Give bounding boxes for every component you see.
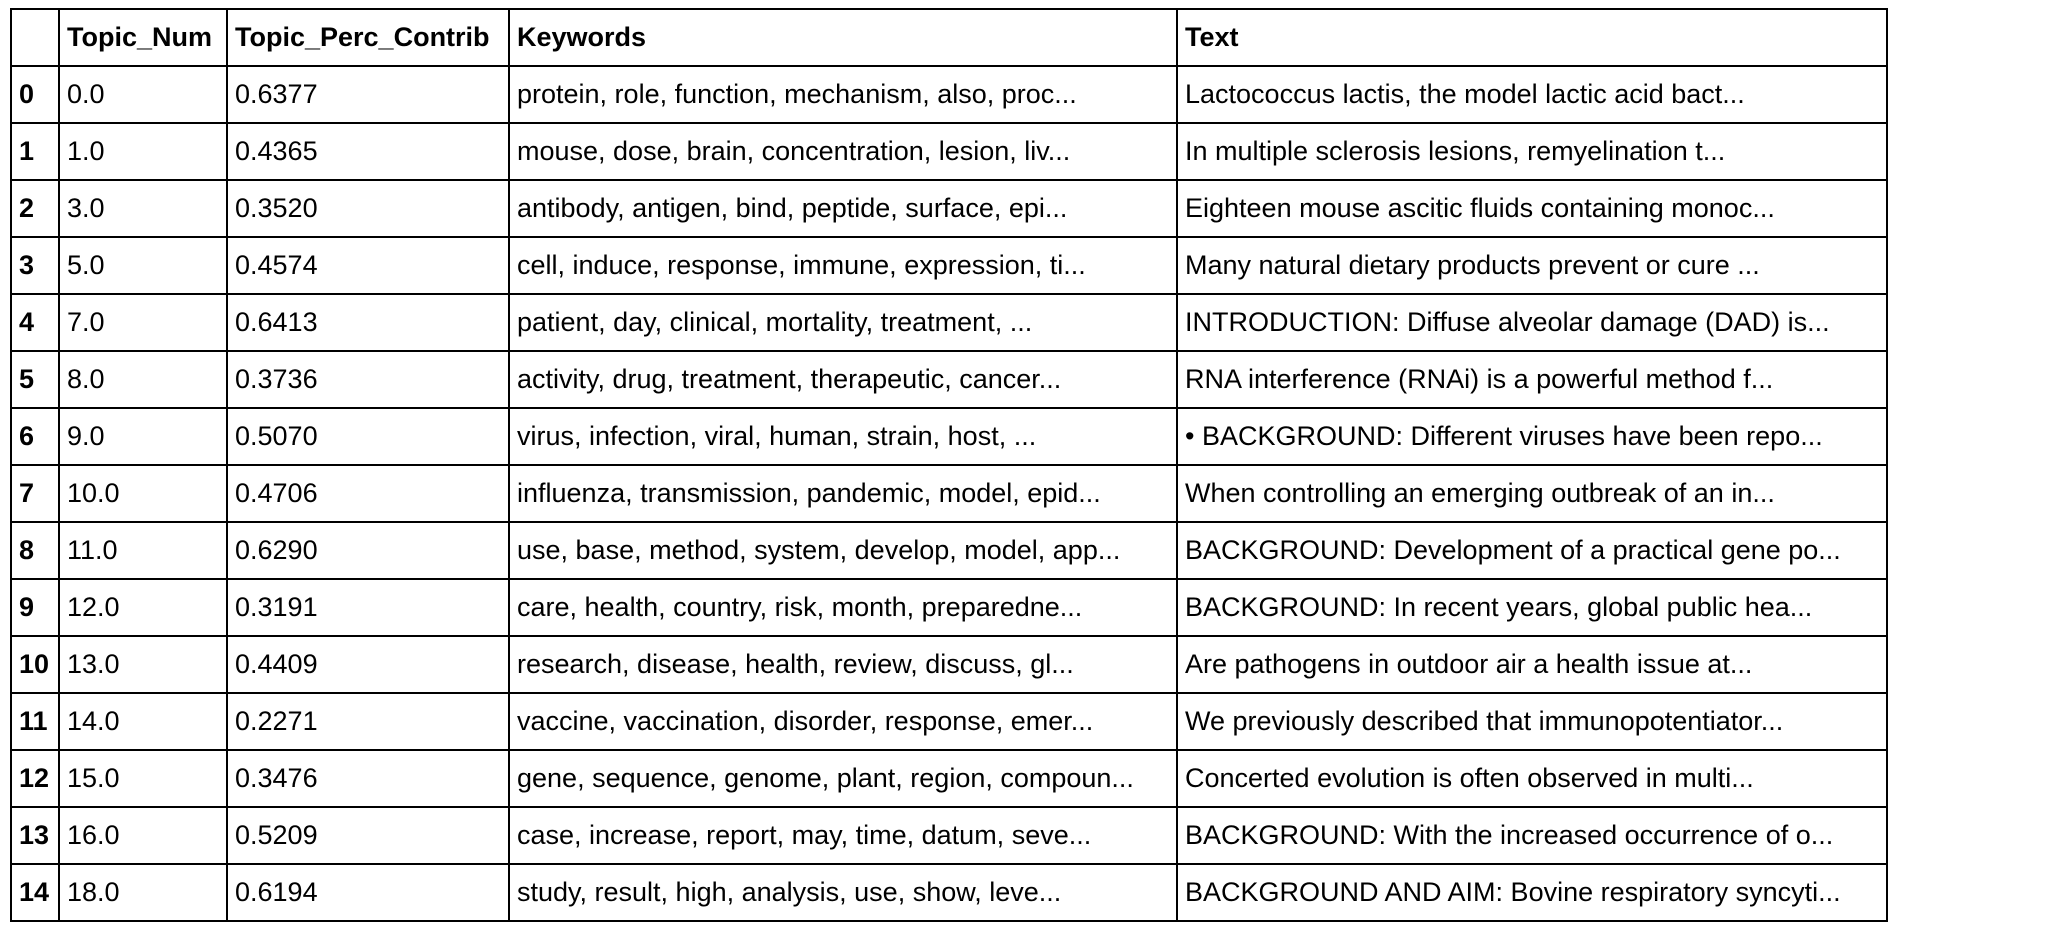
topic-perc-cell: 0.5070 bbox=[226, 407, 510, 466]
topic-perc-cell: 0.4365 bbox=[226, 122, 510, 181]
table-row: 9 12.0 0.3191 care, health, country, risk, … bbox=[10, 578, 1888, 637]
header-keywords: Keywords bbox=[508, 8, 1178, 67]
row-index: 8 bbox=[10, 521, 60, 580]
topic-perc-cell: 0.3736 bbox=[226, 350, 510, 409]
keywords-cell: antibody, antigen, bind, peptide, surfac… bbox=[508, 179, 1178, 238]
keywords-cell: study, result, high, analysis, use, show… bbox=[508, 863, 1178, 922]
topic-perc-cell: 0.6290 bbox=[226, 521, 510, 580]
topic-num-cell: 8.0 bbox=[58, 350, 228, 409]
row-index: 9 bbox=[10, 578, 60, 637]
topic-num-cell: 15.0 bbox=[58, 749, 228, 808]
topic-num-cell: 14.0 bbox=[58, 692, 228, 751]
header-topic-num: Topic_Num bbox=[58, 8, 228, 67]
row-index: 1 bbox=[10, 122, 60, 181]
row-index: 3 bbox=[10, 236, 60, 295]
keywords-cell: case, increase, report, may, time, datum… bbox=[508, 806, 1178, 865]
text-cell: In multiple sclerosis lesions, remyelina… bbox=[1176, 122, 1888, 181]
header-topic-perc-contrib: Topic_Perc_Contrib bbox=[226, 8, 510, 67]
keywords-cell: vaccine, vaccination, disorder, response… bbox=[508, 692, 1178, 751]
table-row: 2 3.0 0.3520 antibody, antigen, bind, pepti… bbox=[10, 179, 1888, 238]
row-index: 6 bbox=[10, 407, 60, 466]
keywords-cell: activity, drug, treatment, therapeutic, … bbox=[508, 350, 1178, 409]
topic-perc-cell: 0.5209 bbox=[226, 806, 510, 865]
keywords-cell: influenza, transmission, pandemic, model… bbox=[508, 464, 1178, 523]
keywords-cell: use, base, method, system, develop, mode… bbox=[508, 521, 1178, 580]
row-index: 2 bbox=[10, 179, 60, 238]
row-index: 4 bbox=[10, 293, 60, 352]
keywords-cell: research, disease, health, review, discu… bbox=[508, 635, 1178, 694]
table-body: 0 0.0 0.6377 protein, role, function, mecha… bbox=[10, 65, 1888, 922]
table-row: 11 14.0 0.2271 vaccine, vaccination, disord… bbox=[10, 692, 1888, 751]
topic-num-cell: 11.0 bbox=[58, 521, 228, 580]
topic-num-cell: 12.0 bbox=[58, 578, 228, 637]
topic-perc-cell: 0.4574 bbox=[226, 236, 510, 295]
table-row: 10 13.0 0.4409 research, disease, health, r… bbox=[10, 635, 1888, 694]
topic-num-cell: 13.0 bbox=[58, 635, 228, 694]
text-cell: Are pathogens in outdoor air a health is… bbox=[1176, 635, 1888, 694]
table-row: 0 0.0 0.6377 protein, role, function, mecha… bbox=[10, 65, 1888, 124]
table-row: 13 16.0 0.5209 case, increase, report, may,… bbox=[10, 806, 1888, 865]
topic-num-cell: 0.0 bbox=[58, 65, 228, 124]
dataframe-table: Topic_Num Topic_Perc_Contrib Keywords Te… bbox=[10, 8, 1888, 922]
keywords-cell: virus, infection, viral, human, strain, … bbox=[508, 407, 1178, 466]
topic-perc-cell: 0.4706 bbox=[226, 464, 510, 523]
text-cell: Lactococcus lactis, the model lactic aci… bbox=[1176, 65, 1888, 124]
table-header: Topic_Num Topic_Perc_Contrib Keywords Te… bbox=[10, 8, 1888, 67]
table-row: 7 10.0 0.4706 influenza, transmission, pand… bbox=[10, 464, 1888, 523]
text-cell: BACKGROUND: Development of a practical g… bbox=[1176, 521, 1888, 580]
row-index: 7 bbox=[10, 464, 60, 523]
text-cell: Many natural dietary products prevent or… bbox=[1176, 236, 1888, 295]
keywords-cell: patient, day, clinical, mortality, treat… bbox=[508, 293, 1178, 352]
text-cell: Eighteen mouse ascitic fluids containing… bbox=[1176, 179, 1888, 238]
table-row: 5 8.0 0.3736 activity, drug, treatment, the… bbox=[10, 350, 1888, 409]
topic-num-cell: 10.0 bbox=[58, 464, 228, 523]
table-row: 8 11.0 0.6290 use, base, method, system, de… bbox=[10, 521, 1888, 580]
topic-perc-cell: 0.6377 bbox=[226, 65, 510, 124]
header-index bbox=[10, 8, 60, 67]
keywords-cell: mouse, dose, brain, concentration, lesio… bbox=[508, 122, 1178, 181]
table-row: 4 7.0 0.6413 patient, day, clinical, mortal… bbox=[10, 293, 1888, 352]
table-row: 12 15.0 0.3476 gene, sequence, genome, plan… bbox=[10, 749, 1888, 808]
text-cell: • BACKGROUND: Different viruses have bee… bbox=[1176, 407, 1888, 466]
topic-perc-cell: 0.6413 bbox=[226, 293, 510, 352]
topic-perc-cell: 0.6194 bbox=[226, 863, 510, 922]
table-row: 6 9.0 0.5070 virus, infection, viral, human… bbox=[10, 407, 1888, 466]
table-row: 1 1.0 0.4365 mouse, dose, brain, concentrat… bbox=[10, 122, 1888, 181]
table-row: 14 18.0 0.6194 study, result, high, analysi… bbox=[10, 863, 1888, 922]
row-index: 12 bbox=[10, 749, 60, 808]
row-index: 5 bbox=[10, 350, 60, 409]
header-text: Text bbox=[1176, 8, 1888, 67]
keywords-cell: cell, induce, response, immune, expressi… bbox=[508, 236, 1178, 295]
keywords-cell: protein, role, function, mechanism, also… bbox=[508, 65, 1178, 124]
text-cell: Concerted evolution is often observed in… bbox=[1176, 749, 1888, 808]
row-index: 13 bbox=[10, 806, 60, 865]
topic-num-cell: 5.0 bbox=[58, 236, 228, 295]
row-index: 14 bbox=[10, 863, 60, 922]
topic-perc-cell: 0.3191 bbox=[226, 578, 510, 637]
topic-perc-cell: 0.2271 bbox=[226, 692, 510, 751]
topic-num-cell: 18.0 bbox=[58, 863, 228, 922]
row-index: 11 bbox=[10, 692, 60, 751]
table-row: 3 5.0 0.4574 cell, induce, response, immune… bbox=[10, 236, 1888, 295]
topic-num-cell: 9.0 bbox=[58, 407, 228, 466]
topic-num-cell: 1.0 bbox=[58, 122, 228, 181]
text-cell: RNA interference (RNAi) is a powerful me… bbox=[1176, 350, 1888, 409]
text-cell: BACKGROUND AND AIM: Bovine respiratory s… bbox=[1176, 863, 1888, 922]
text-cell: When controlling an emerging outbreak of… bbox=[1176, 464, 1888, 523]
row-index: 0 bbox=[10, 65, 60, 124]
text-cell: BACKGROUND: With the increased occurrenc… bbox=[1176, 806, 1888, 865]
keywords-cell: care, health, country, risk, month, prep… bbox=[508, 578, 1178, 637]
topic-num-cell: 7.0 bbox=[58, 293, 228, 352]
topic-perc-cell: 0.4409 bbox=[226, 635, 510, 694]
text-cell: INTRODUCTION: Diffuse alveolar damage (D… bbox=[1176, 293, 1888, 352]
row-index: 10 bbox=[10, 635, 60, 694]
topic-num-cell: 16.0 bbox=[58, 806, 228, 865]
text-cell: BACKGROUND: In recent years, global publ… bbox=[1176, 578, 1888, 637]
topic-perc-cell: 0.3476 bbox=[226, 749, 510, 808]
text-cell: We previously described that immunopoten… bbox=[1176, 692, 1888, 751]
topic-perc-cell: 0.3520 bbox=[226, 179, 510, 238]
topic-num-cell: 3.0 bbox=[58, 179, 228, 238]
header-row: Topic_Num Topic_Perc_Contrib Keywords Te… bbox=[10, 8, 1888, 67]
keywords-cell: gene, sequence, genome, plant, region, c… bbox=[508, 749, 1178, 808]
